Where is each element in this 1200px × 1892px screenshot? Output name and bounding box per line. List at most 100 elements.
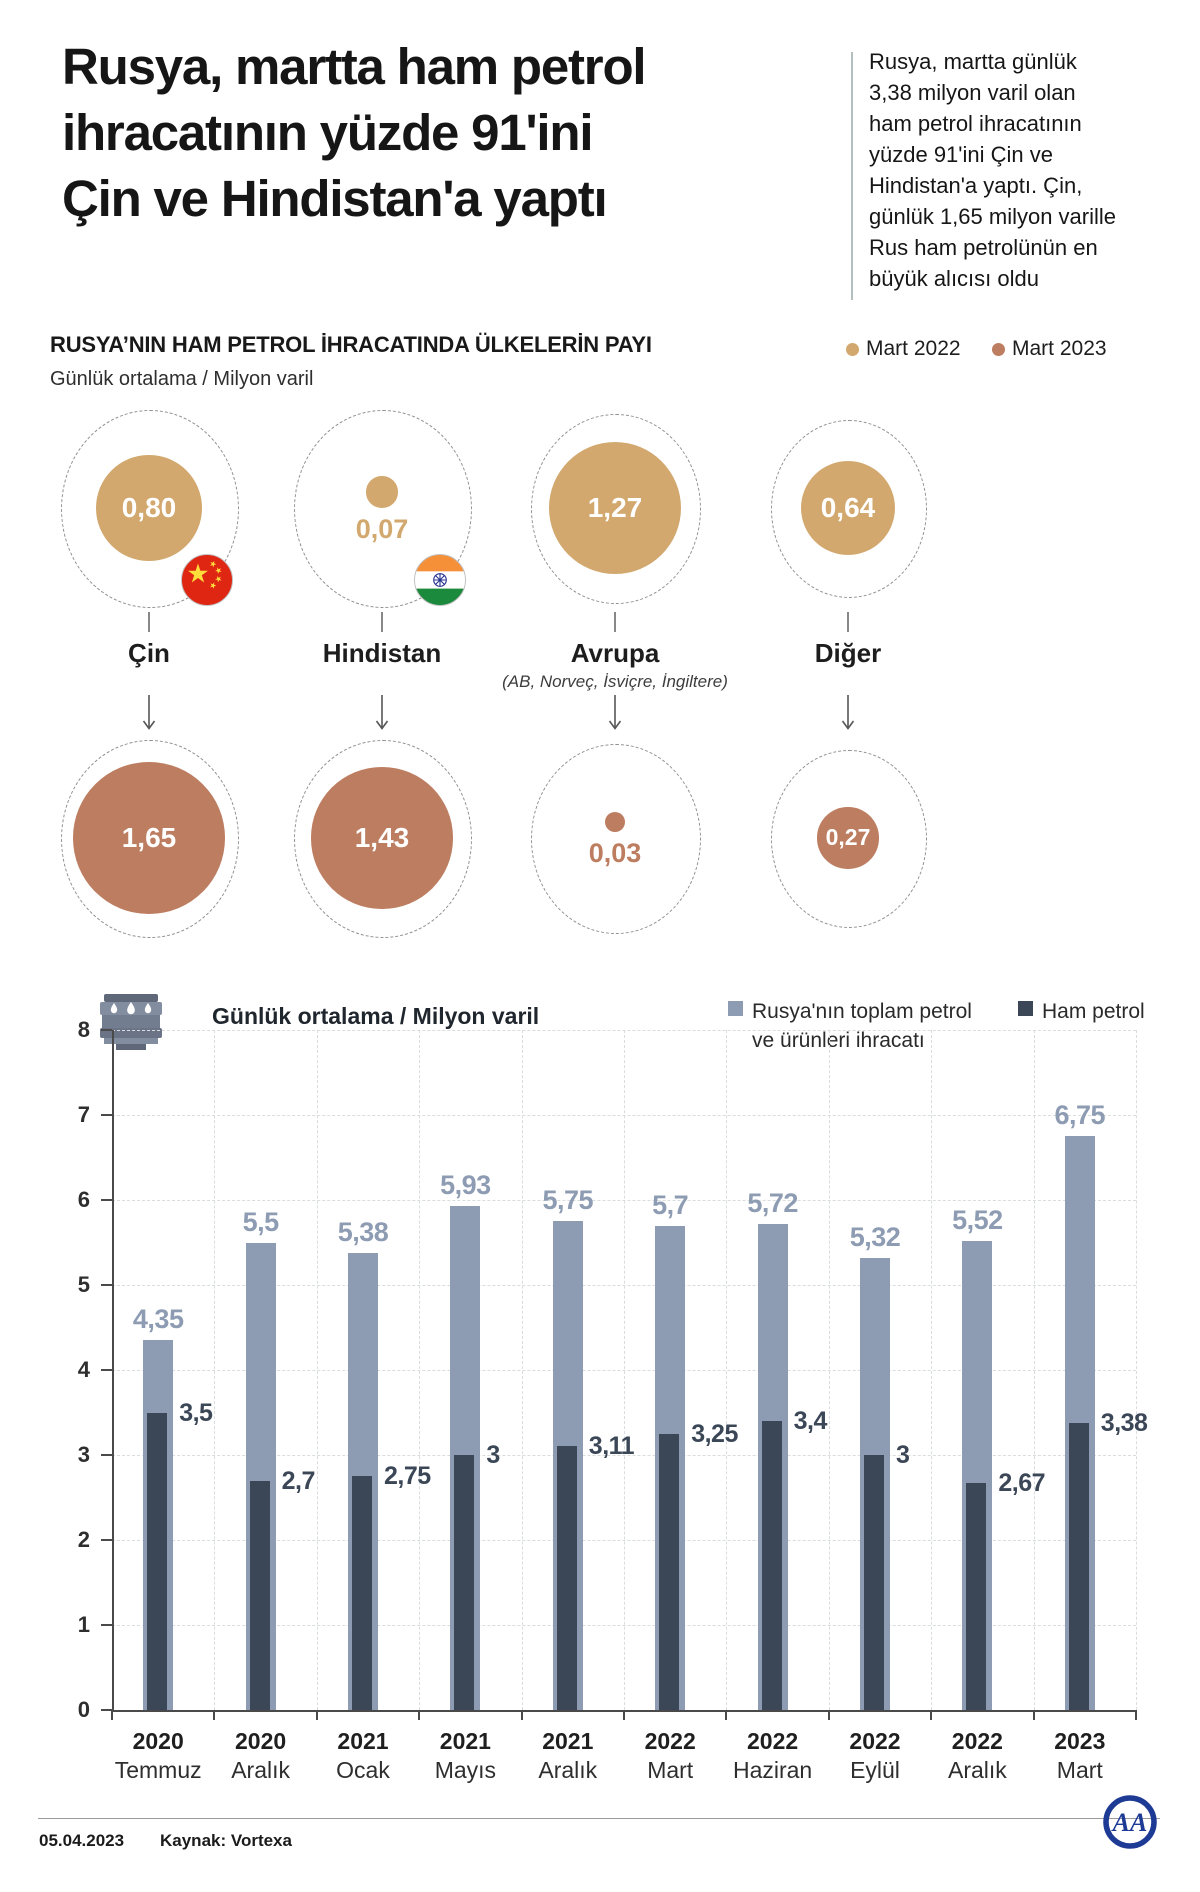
x-label-year: 2022 xyxy=(644,1728,696,1754)
down-arrow-icon xyxy=(374,694,390,732)
bubble-outer-ellipse xyxy=(771,420,927,598)
x-axis-tick xyxy=(725,1710,728,1720)
bar-ham xyxy=(147,1412,168,1710)
bar-chart-title: Günlük ortalama / Milyon varil xyxy=(212,1003,540,1029)
bubble-connector-line xyxy=(847,612,849,632)
grid-line-v xyxy=(1033,1030,1035,1710)
grid-line-v xyxy=(828,1030,830,1710)
bar-total-label: 5,93 xyxy=(440,1169,491,1200)
legend-dot-mart-2023 xyxy=(992,343,1005,356)
y-axis-tick xyxy=(101,1284,112,1286)
x-axis-tick xyxy=(111,1710,113,1720)
bar-total-label: 5,5 xyxy=(242,1206,280,1237)
country-note: (AB, Norveç, İsviçre, İngiltere) xyxy=(502,672,728,691)
bubble-value-circle: 0,80 xyxy=(96,455,202,561)
bar-ham xyxy=(1068,1422,1089,1710)
y-axis-tick xyxy=(101,1624,112,1626)
bar-ham xyxy=(966,1483,987,1710)
bubble-value-circle: 0,64 xyxy=(800,460,896,556)
bubble-outer-ellipse xyxy=(294,740,472,938)
x-label-year: 2023 xyxy=(1054,1728,1106,1754)
bubble-value-circle: 1,43 xyxy=(311,767,453,909)
bubble-value-circle: 1,27 xyxy=(548,441,682,575)
footer-date: 05.04.2023 xyxy=(39,1831,125,1850)
bubble-outer-ellipse xyxy=(61,410,239,608)
bar-ham xyxy=(352,1476,372,1710)
legend-label-mart-2022: Mart 2022 xyxy=(866,337,961,360)
grid-line-v xyxy=(214,1030,216,1710)
bubble-outer-ellipse xyxy=(531,744,701,934)
y-axis-label: 1 xyxy=(77,1612,90,1637)
y-axis-line xyxy=(112,1030,114,1710)
x-label-month: Mart xyxy=(647,1757,694,1783)
legend-label-total: Rusya'nın toplam petrol ve ürünleri ihra… xyxy=(752,1000,972,1052)
down-arrow-icon xyxy=(840,694,856,732)
legend-dot-mart-2022 xyxy=(846,343,859,356)
grid-line-v xyxy=(419,1030,421,1710)
page-title: Rusya, martta ham petrol ihracatının yüz… xyxy=(62,34,782,232)
bubble-section-subtitle: Günlük ortalama / Milyon varil xyxy=(50,368,314,390)
bubble-connector-line xyxy=(614,612,616,632)
bar-ham xyxy=(454,1455,475,1710)
bubble-section-title: RUSYA’NIN HAM PETROL İHRACATINDA ÜLKELER… xyxy=(50,332,652,357)
page-title-line3: Çin ve Hindistan'a yaptı xyxy=(62,170,608,227)
x-label-month: Temmuz xyxy=(114,1757,202,1783)
country-label: Çin xyxy=(128,638,170,668)
x-label-month: Mart xyxy=(1056,1757,1103,1783)
x-label-year: 2020 xyxy=(235,1728,287,1754)
bubble-chart: 0,80 1,65 Çin 0,07 1,43 Hindistan 1,27 0,03 Avru… xyxy=(61,410,927,938)
bar-ham xyxy=(761,1421,782,1710)
country-label: Hindistan xyxy=(322,638,442,668)
bar-total-label: 5,38 xyxy=(337,1216,389,1247)
y-axis-label: 0 xyxy=(77,1697,90,1722)
x-axis-tick xyxy=(1032,1710,1035,1720)
x-axis-line xyxy=(112,1710,1136,1712)
bar-ham-label: 2,7 xyxy=(281,1466,316,1495)
y-axis-label: 3 xyxy=(77,1442,90,1467)
bar-ham-label: 3,4 xyxy=(793,1407,828,1435)
bar-ham xyxy=(659,1433,680,1710)
x-axis-tick xyxy=(827,1710,830,1720)
bar-total-label: 6,75 xyxy=(1054,1100,1106,1131)
bar-ham-label: 3,5 xyxy=(179,1398,213,1427)
bar-ham-label: 3 xyxy=(486,1441,500,1469)
summary-text: Rusya, martta günlük 3,38 milyon varil o… xyxy=(869,49,1117,291)
grid-line-v xyxy=(521,1030,523,1710)
country-label: Diğer xyxy=(814,638,882,668)
x-label-year: 2020 xyxy=(132,1728,184,1754)
bar-ham xyxy=(556,1445,577,1710)
footer-divider xyxy=(38,1818,1160,1819)
legend-swatch-total xyxy=(728,1001,743,1016)
x-label-month: Aralık xyxy=(538,1757,598,1783)
grid-line-v xyxy=(316,1030,318,1710)
x-axis-tick xyxy=(623,1710,625,1720)
x-label-month: Aralık xyxy=(231,1757,290,1783)
x-label-month: Eylül xyxy=(850,1757,900,1783)
x-label-year: 2021 xyxy=(439,1728,491,1754)
y-axis-tick xyxy=(101,1199,112,1201)
bar-total-label: 5,52 xyxy=(952,1204,1003,1235)
bar-ham xyxy=(864,1455,884,1710)
x-axis-tick xyxy=(930,1710,933,1720)
bubble-outer-ellipse xyxy=(61,740,239,938)
grid-line-v xyxy=(931,1030,933,1710)
bubble-value-circle: 0,27 xyxy=(817,807,879,869)
bar-ham-label: 3,25 xyxy=(691,1419,738,1448)
bar-ham-label: 2,67 xyxy=(998,1469,1046,1498)
footer-source: Kaynak: Vortexa xyxy=(160,1831,292,1850)
down-arrow-icon xyxy=(141,694,157,732)
y-axis-label: 7 xyxy=(77,1102,90,1127)
x-label-year: 2022 xyxy=(747,1728,799,1754)
country-label: Avrupa xyxy=(570,638,660,668)
svg-text:AA: AA xyxy=(1111,1808,1148,1837)
x-label-month: Haziran xyxy=(732,1757,813,1783)
bubble-outer-ellipse xyxy=(531,414,701,604)
page-title-line1: Rusya, martta ham petrol xyxy=(62,38,647,95)
legend-label-mart-2023: Mart 2023 xyxy=(1012,337,1107,360)
india-flag-icon xyxy=(414,554,466,606)
legend-label-ham: Ham petrol xyxy=(1042,1000,1145,1023)
y-axis-label: 2 xyxy=(77,1527,90,1552)
y-axis-tick xyxy=(101,1369,112,1371)
y-axis-tick xyxy=(101,1709,112,1711)
